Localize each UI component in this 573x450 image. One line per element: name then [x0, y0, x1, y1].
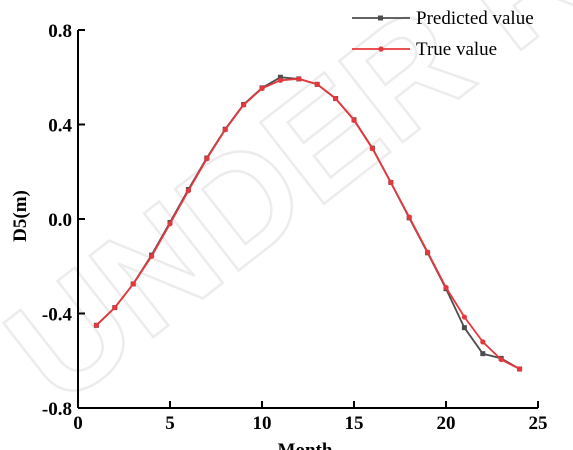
y-tick-label: -0.4: [42, 305, 73, 326]
data-point: [241, 102, 247, 108]
y-tick-label: 0.0: [48, 210, 72, 231]
data-point: [112, 304, 118, 311]
data-point: [517, 366, 523, 372]
legend-swatch-marker: [378, 46, 384, 52]
data-point: [93, 322, 99, 328]
data-point: [277, 74, 283, 80]
data-point: [314, 81, 320, 87]
x-tick-label: 20: [437, 413, 456, 434]
data-point: [296, 76, 302, 82]
data-point: [222, 127, 228, 133]
data-point: [130, 281, 136, 287]
data-point: [351, 117, 357, 123]
legend-item: Predicted value: [352, 8, 534, 29]
data-point: [369, 145, 375, 152]
data-point: [425, 249, 431, 255]
legend-label: True value: [416, 39, 497, 60]
series-2: [93, 76, 523, 372]
legend-label: Predicted value: [416, 8, 534, 29]
data-point: [204, 156, 210, 162]
data-point: [480, 351, 486, 357]
watermark: UNDER REVIEW: [0, 0, 573, 436]
y-tick-label: 0.4: [48, 116, 72, 137]
legend-swatch-marker: [378, 15, 383, 21]
axes: 0 5 10 15 20 25 -0.8 -0.4 0.0 0.4 0.8: [42, 21, 548, 434]
y-tick-label: -0.8: [42, 399, 72, 420]
x-tick-label: 10: [253, 413, 272, 434]
legend: Predicted value True value: [352, 8, 534, 60]
data-point: [388, 179, 394, 185]
data-point: [498, 356, 504, 363]
y-axis-title: D5(m): [10, 190, 31, 242]
data-point: [443, 284, 449, 291]
data-point: [185, 188, 191, 194]
series-line: [95, 78, 521, 370]
x-axis-title: Month: [278, 440, 333, 450]
data-point: [480, 339, 486, 345]
data-point: [461, 314, 467, 320]
data-point: [149, 253, 155, 259]
x-tick-label: 15: [345, 413, 364, 434]
data-point: [167, 221, 173, 227]
legend-item: True value: [352, 39, 497, 60]
data-point: [259, 85, 265, 91]
data-point: [461, 325, 467, 331]
data-point: [406, 214, 412, 220]
x-tick-label: 5: [165, 413, 175, 434]
series-layer: [93, 74, 523, 372]
x-tick-label: 0: [73, 413, 83, 434]
data-point: [277, 77, 283, 83]
x-tick-label: 25: [529, 413, 548, 434]
data-point: [333, 95, 339, 102]
y-tick-label: 0.8: [48, 21, 72, 42]
